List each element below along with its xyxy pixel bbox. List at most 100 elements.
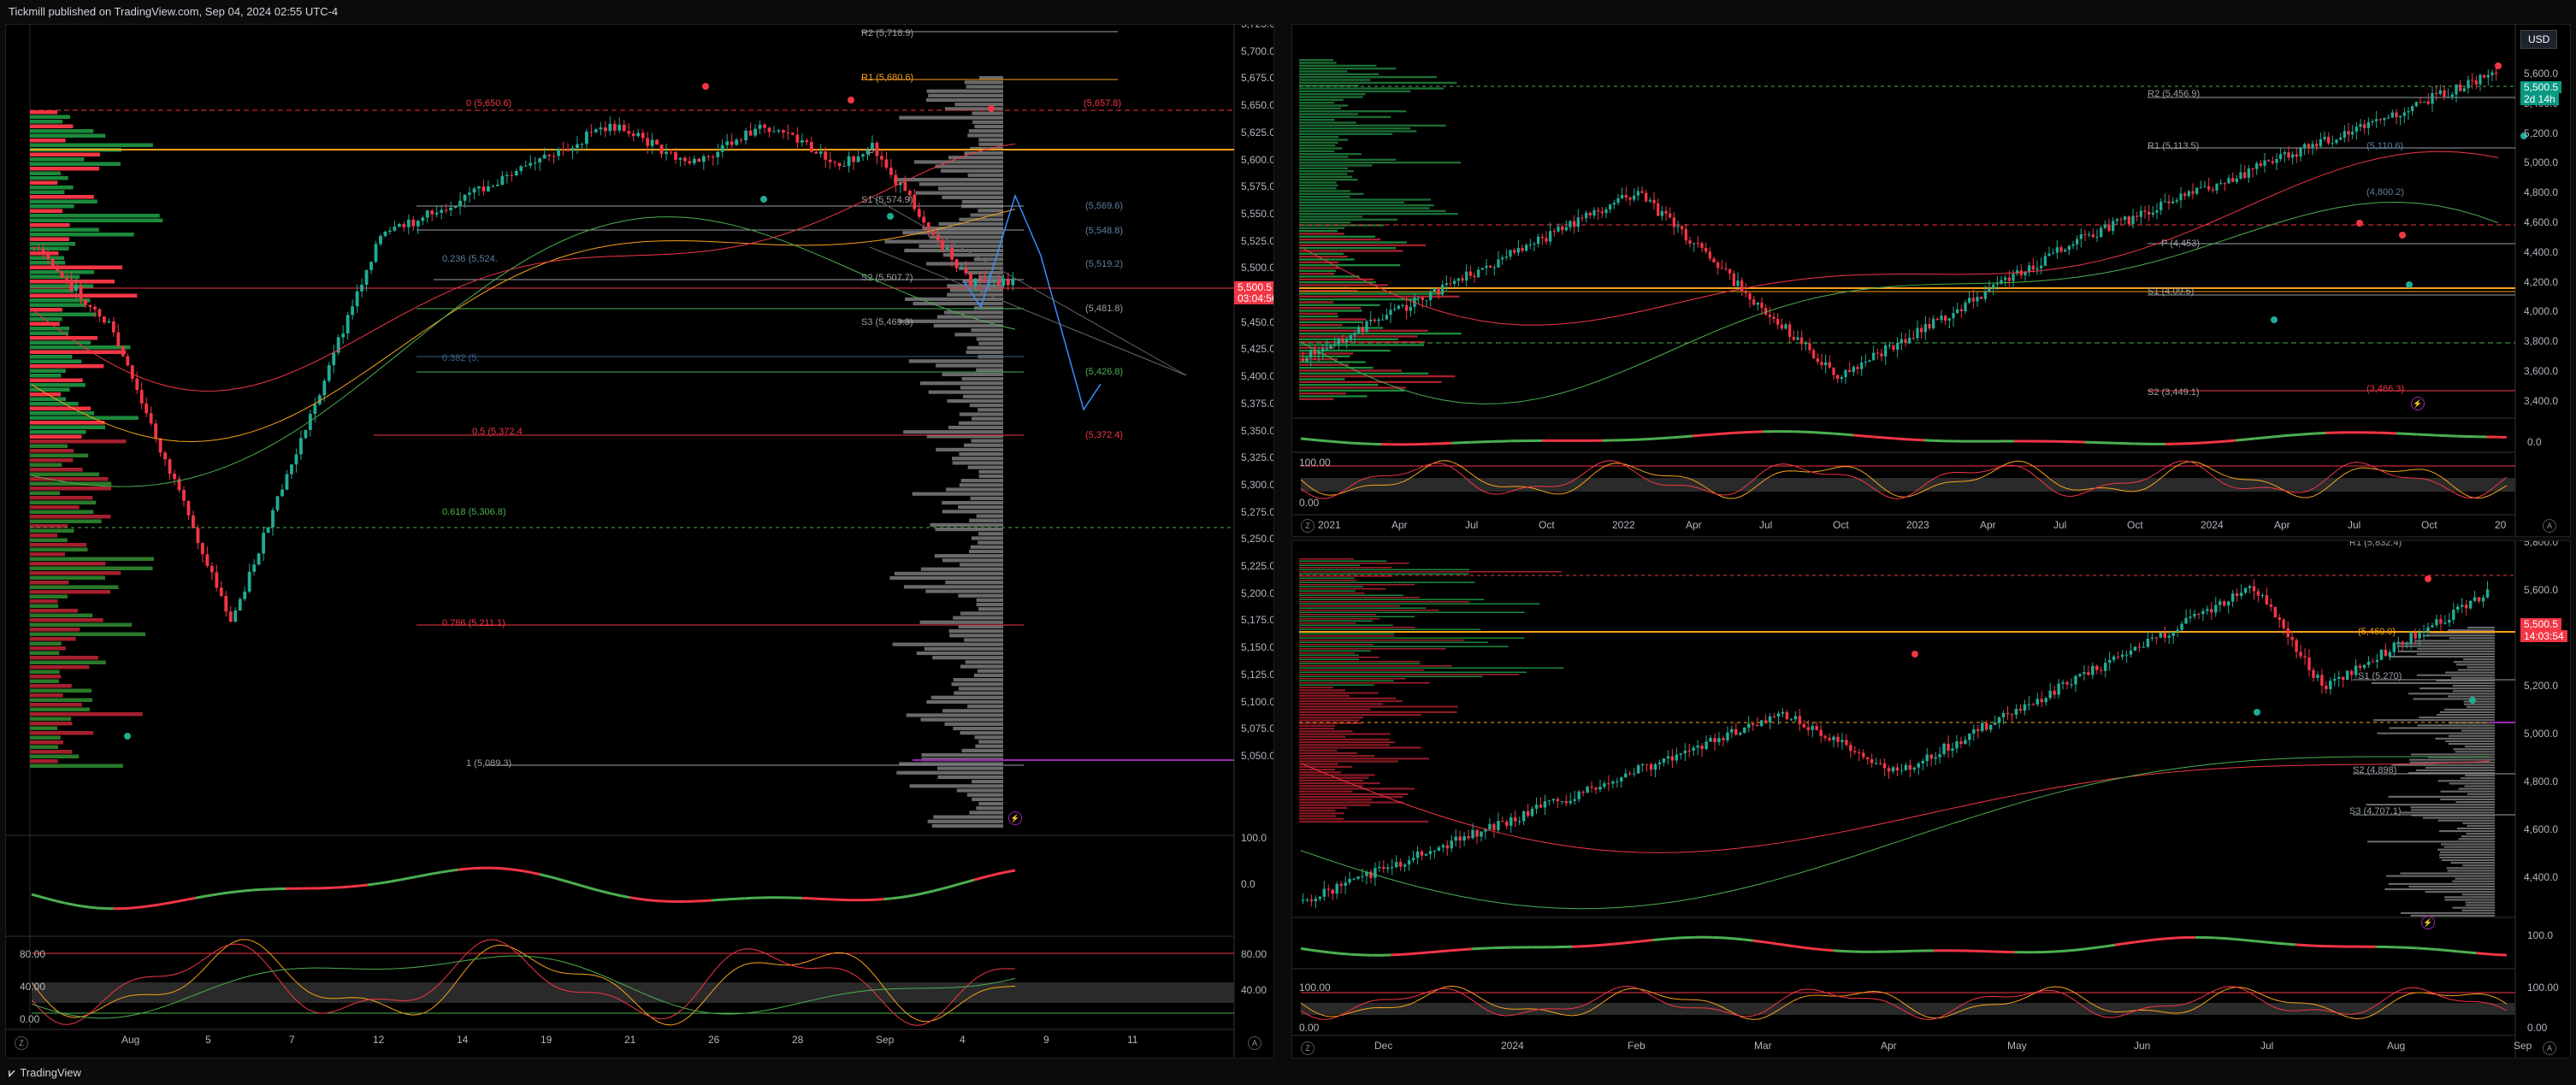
volume-profile-bar	[1299, 96, 1363, 98]
left-price-axis-tick: 5,050.0	[1241, 749, 1274, 762]
left-osc2-axis-80: 80.00	[20, 948, 46, 960]
osc1-line	[1481, 946, 1492, 950]
volume-profile-bar	[1299, 588, 1386, 590]
rb-candle-body	[2226, 601, 2230, 606]
osc1-line	[351, 884, 360, 888]
rt-time-axis-tick: Jul	[2348, 519, 2361, 531]
left-price-axis-tick: 5,225.0	[1241, 560, 1274, 572]
left-chart-panel[interactable]: 5,725.0 5,700.0 5,675.0 5,650.0 5,625.0 5,600…	[5, 24, 1274, 1058]
rb-candle-body	[2260, 595, 2265, 597]
left-candle-body	[215, 572, 219, 588]
left-candle-body	[523, 165, 528, 167]
rt-candle-body	[1456, 278, 1460, 281]
rb-zoom-button[interactable]: Z	[1301, 1041, 1315, 1055]
volume-profile-bar	[1299, 658, 1359, 660]
session-volume-bar	[2461, 909, 2495, 911]
rb-price-axis-tick: 4,600.0	[2524, 823, 2559, 835]
session-volume-bar	[2449, 637, 2495, 640]
left-price-axis-tick: 5,575.0	[1241, 180, 1274, 193]
left-zoom-button[interactable]: Z	[15, 1036, 28, 1050]
tradingview-logo-icon[interactable]: ⩗	[9, 1066, 15, 1079]
left-auto-scale-button[interactable]: A	[1248, 1036, 1261, 1050]
osc1-line	[1652, 937, 1663, 942]
session-volume-bar	[974, 124, 1003, 129]
rt-candle-body	[2052, 252, 2055, 254]
rb-candle-body	[1734, 728, 1738, 735]
osc1-line	[2054, 949, 2065, 953]
rt-candle-body	[1852, 367, 1855, 373]
session-volume-bar	[978, 540, 1003, 545]
rb-s3-label: S3 (4,707.1)	[2349, 806, 2402, 817]
right-bottom-chart-canvas[interactable]	[1292, 541, 2571, 1058]
volume-profile-bar	[1299, 310, 1362, 312]
session-volume-bar	[964, 80, 1003, 85]
volume-profile-bar	[1299, 708, 1371, 711]
left-candle-body	[913, 194, 917, 209]
left-candle-body	[158, 439, 162, 453]
volume-profile-bar	[30, 265, 123, 269]
session-volume-bar	[970, 545, 1003, 549]
session-volume-bar	[947, 292, 1003, 297]
volume-profile-bar	[30, 707, 90, 711]
rt-candle-body	[2495, 72, 2498, 74]
left-price-axis-tick: 5,200.0	[1241, 587, 1274, 599]
rt-candle-body	[2028, 265, 2031, 273]
right-bottom-chart-panel[interactable]: 5,800.05,600.05,400.05,200.05,000.04,800…	[1291, 540, 2571, 1058]
footer-brand[interactable]: TradingView	[20, 1066, 81, 1079]
volume-profile-bar	[30, 750, 73, 754]
rb-candle-body	[2362, 664, 2366, 668]
rt-candle-body	[2435, 92, 2438, 94]
volume-profile-bar	[1299, 650, 1372, 652]
rt-candle-body	[2459, 84, 2462, 91]
currency-button[interactable]: USD	[2520, 30, 2558, 49]
rb-candle-body	[2371, 661, 2375, 663]
left-candle-body	[871, 143, 874, 150]
left-candle-body	[233, 610, 238, 622]
rt-candle-body	[1425, 299, 1428, 301]
rt-candle-body	[2371, 121, 2374, 122]
volume-profile-bar	[30, 204, 74, 209]
session-volume-bar	[960, 479, 1003, 483]
rt-candle-body	[2279, 154, 2283, 160]
left-price-axis-tick: 5,525.0	[1241, 234, 1274, 247]
osc1-line	[2165, 936, 2176, 941]
rt-alert-icon[interactable]: ⚡	[2411, 397, 2425, 410]
rb-candle-body	[2401, 641, 2404, 645]
volume-profile-bar	[30, 651, 60, 655]
session-volume-bar	[948, 156, 1003, 160]
left-alert-icon[interactable]: ⚡	[1008, 811, 1022, 825]
left-candle-body	[434, 212, 439, 215]
rb-auto-scale-button[interactable]: A	[2543, 1041, 2556, 1055]
fib-05-label: 0.5 (5,372.4	[472, 427, 523, 437]
volume-profile-bar	[1299, 607, 1427, 609]
rt-v2-label: (5,110.6)	[2366, 141, 2404, 151]
rt-time-axis-tick: Jul	[1759, 519, 1773, 531]
rb-candle-body	[2325, 685, 2328, 689]
volume-profile-bar	[30, 571, 121, 575]
left-chart-canvas[interactable]	[6, 25, 1274, 1058]
session-volume-bar	[2440, 790, 2495, 793]
right-top-chart-canvas[interactable]	[1292, 25, 2571, 537]
rt-candle-body	[2107, 224, 2111, 232]
rb-candle-body	[2167, 635, 2171, 638]
rb-candle-body	[1348, 878, 1351, 883]
volume-profile-bar	[30, 195, 94, 199]
left-candle-body	[397, 224, 401, 227]
rt-candle-body	[2124, 216, 2127, 220]
rt-zoom-button[interactable]: Z	[1301, 519, 1315, 533]
right-top-chart-panel[interactable]: 5,600.05,400.05,200.05,000.04,800.04,600…	[1291, 24, 2571, 537]
volume-profile-bar	[30, 274, 80, 279]
left-candle-body	[154, 423, 158, 439]
session-volume-bar	[2425, 891, 2495, 893]
rb-alert-icon[interactable]: ⚡	[2421, 916, 2435, 929]
rt-auto-scale-button[interactable]: A	[2543, 519, 2556, 533]
rt-candle-body	[2351, 131, 2354, 135]
left-candle-body	[210, 565, 214, 573]
osc1-line	[72, 903, 81, 908]
right-top-price-tag: 5,500.5	[2520, 81, 2562, 93]
volume-profile-bar	[1299, 256, 1348, 258]
osc1-line	[2425, 947, 2437, 952]
rb-candle-body	[2180, 623, 2183, 630]
rb-candle-body	[1912, 767, 1917, 770]
rt-candle-body	[2271, 161, 2274, 163]
